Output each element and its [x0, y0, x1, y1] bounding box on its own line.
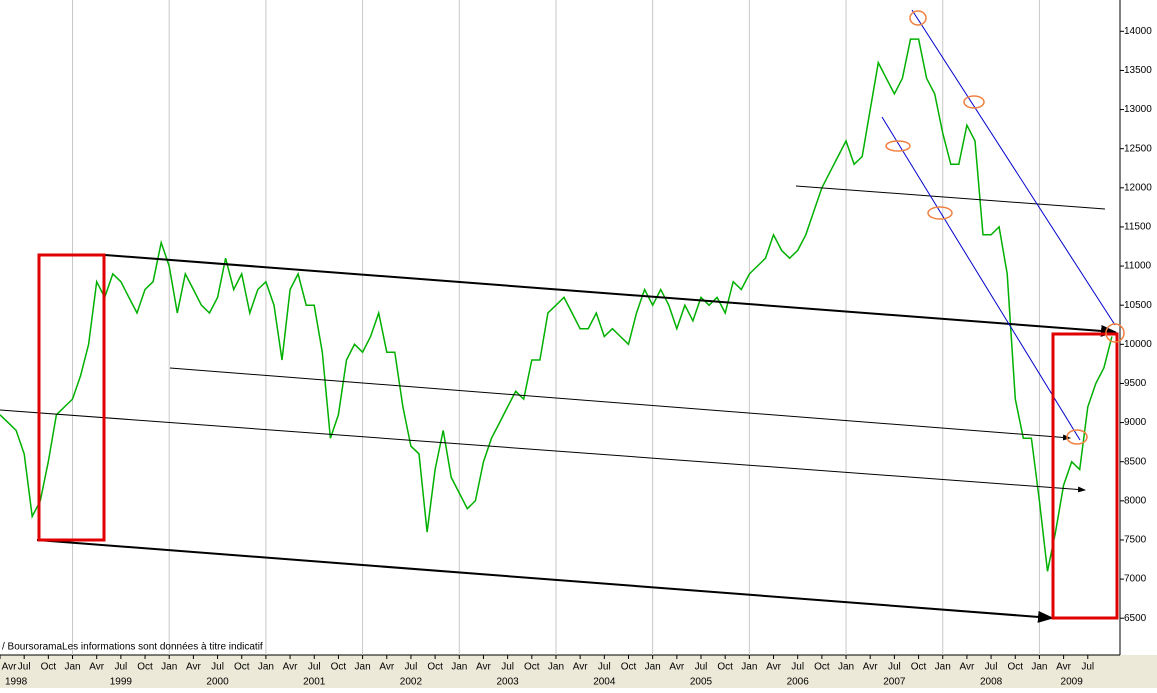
highlight-box [1051, 332, 1119, 620]
x-tick-label: Jul [888, 662, 901, 673]
y-tick-label: 10000 [1124, 339, 1152, 350]
ellipse [963, 95, 985, 109]
x-tick-label: Oct [814, 662, 830, 673]
year-label: 2000 [206, 677, 229, 688]
x-tick-label: Oct [137, 662, 153, 673]
year-label: 2006 [787, 677, 810, 688]
x-tick-label: Jan [451, 662, 467, 673]
trend-line [795, 185, 1106, 210]
x-tick-label: Jan [355, 662, 371, 673]
trend-line [911, 9, 1116, 326]
year-label: 2005 [690, 677, 713, 688]
x-tick-label: Avr [573, 662, 588, 673]
x-tick-label: Oct [1007, 662, 1023, 673]
x-tick-label: Jul [598, 662, 611, 673]
ellipse [927, 206, 953, 220]
x-tick-label: Jan [161, 662, 177, 673]
x-tick-label: Jul [1081, 662, 1094, 673]
x-tick-label: Jul [791, 662, 804, 673]
x-tick-label: Jul [405, 662, 418, 673]
year-label: 2001 [303, 677, 326, 688]
year-label: 2002 [400, 677, 423, 688]
x-tick-label: Oct [41, 662, 57, 673]
y-tick-label: 7000 [1124, 574, 1147, 585]
y-tick-label: 14000 [1124, 26, 1152, 37]
trend-line [169, 367, 1071, 441]
ellipse [885, 140, 911, 152]
y-tick-label: 10500 [1124, 300, 1152, 311]
x-tick-label: Oct [717, 662, 733, 673]
series [0, 38, 1113, 572]
x-tick-label: Jan [1031, 662, 1047, 673]
y-tick-label: 8000 [1124, 495, 1147, 506]
highlight-box [37, 253, 106, 542]
year-label: 1999 [110, 677, 133, 688]
y-tick-label: 13500 [1124, 65, 1152, 76]
year-label: 1998 [5, 677, 28, 688]
x-tick-label: Avr [379, 662, 394, 673]
y-tick-label: 12000 [1124, 182, 1152, 193]
x-tick-label: Avr [863, 662, 878, 673]
x-tick-label: Jan [548, 662, 564, 673]
ellipse [1066, 429, 1088, 445]
x-tick-label: Jul [211, 662, 224, 673]
x-tick-label: Avr [476, 662, 491, 673]
year-label: 2009 [1061, 677, 1084, 688]
y-tick-label: 13000 [1124, 104, 1152, 115]
x-tick-label: Jan [645, 662, 661, 673]
x-tick-label: Avr [1056, 662, 1071, 673]
x-tick-label: Jul [114, 662, 127, 673]
x-tick-label: Oct [911, 662, 927, 673]
y-tick-label: 9000 [1124, 417, 1147, 428]
x-tick-label: Oct [331, 662, 347, 673]
y-tick-label: 8500 [1124, 456, 1147, 467]
source-note: / BoursoramaLes informations sont donnée… [2, 642, 263, 653]
price-line [0, 38, 1113, 572]
trend-line [36, 539, 1054, 623]
x-tick-label: Jul [695, 662, 708, 673]
x-tick-label: Oct [234, 662, 250, 673]
x-tick-label: Avr [669, 662, 684, 673]
trend-line [104, 254, 1117, 337]
x-tick-label: Oct [524, 662, 540, 673]
x-tick-label: Avr [89, 662, 104, 673]
x-tick-label: Avr [2, 662, 17, 673]
x-tick-label: Jan [258, 662, 274, 673]
x-tick-label: Jul [985, 662, 998, 673]
year-label: 2008 [980, 677, 1003, 688]
annotations [0, 9, 1125, 623]
x-tick-label: Avr [186, 662, 201, 673]
x-tick-label: Jul [308, 662, 321, 673]
ellipse [909, 10, 927, 26]
x-tick-label: Jul [18, 662, 31, 673]
x-tick-label: Oct [427, 662, 443, 673]
y-tick-label: 11000 [1124, 261, 1152, 272]
x-tick-label: Jan [838, 662, 854, 673]
trend-line [0, 409, 1086, 493]
x-tick-label: Avr [283, 662, 298, 673]
y-tick-label: 9500 [1124, 378, 1147, 389]
x-tick-label: Jan [64, 662, 80, 673]
y-tick-label: 11500 [1124, 222, 1152, 233]
y-tick-label: 12500 [1124, 143, 1152, 154]
x-tick-label: Jan [741, 662, 757, 673]
year-label: 2004 [593, 677, 616, 688]
year-label: 2007 [883, 677, 906, 688]
x-tick-label: Avr [959, 662, 974, 673]
x-tick-label: Oct [621, 662, 637, 673]
x-tick-label: Jan [935, 662, 951, 673]
y-tick-label: 6500 [1124, 613, 1147, 624]
x-tick-label: Avr [766, 662, 781, 673]
trend-line [881, 116, 1081, 441]
y-axis-panel [1120, 0, 1157, 688]
grid [72, 0, 1040, 655]
x-axis-panel [0, 655, 1157, 688]
plot-background [0, 0, 1120, 655]
ellipse [1105, 323, 1125, 343]
x-tick-label: Jul [501, 662, 514, 673]
y-tick-label: 7500 [1124, 535, 1147, 546]
year-label: 2003 [497, 677, 520, 688]
